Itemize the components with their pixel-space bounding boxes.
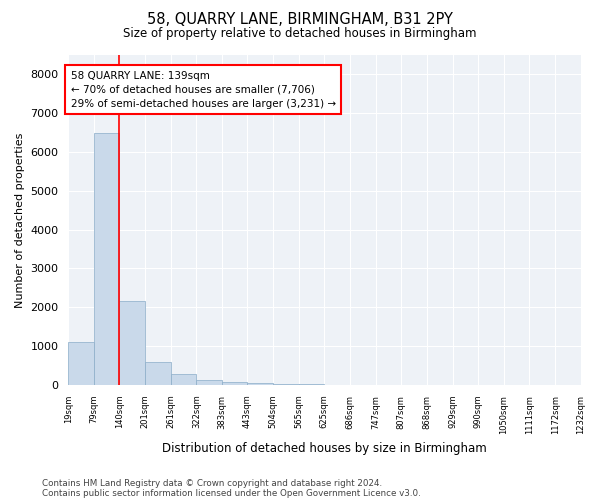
Bar xyxy=(119,302,145,385)
Text: Size of property relative to detached houses in Birmingham: Size of property relative to detached ho… xyxy=(123,28,477,40)
Bar xyxy=(222,382,247,385)
Text: Contains HM Land Registry data © Crown copyright and database right 2024.: Contains HM Land Registry data © Crown c… xyxy=(42,478,382,488)
Bar xyxy=(196,380,222,385)
Bar xyxy=(170,374,196,385)
Bar xyxy=(145,362,170,385)
Bar xyxy=(68,342,94,385)
Bar xyxy=(94,132,119,385)
X-axis label: Distribution of detached houses by size in Birmingham: Distribution of detached houses by size … xyxy=(162,442,487,455)
Text: 58 QUARRY LANE: 139sqm
← 70% of detached houses are smaller (7,706)
29% of semi-: 58 QUARRY LANE: 139sqm ← 70% of detached… xyxy=(71,70,335,108)
Text: 58, QUARRY LANE, BIRMINGHAM, B31 2PY: 58, QUARRY LANE, BIRMINGHAM, B31 2PY xyxy=(147,12,453,28)
Bar xyxy=(247,384,273,385)
Text: Contains public sector information licensed under the Open Government Licence v3: Contains public sector information licen… xyxy=(42,488,421,498)
Bar xyxy=(273,384,299,385)
Y-axis label: Number of detached properties: Number of detached properties xyxy=(15,132,25,308)
